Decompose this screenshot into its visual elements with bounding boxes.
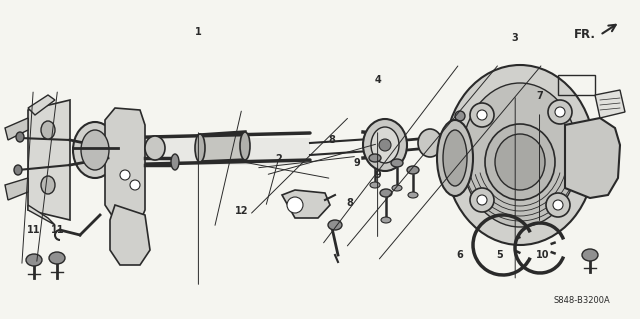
Text: 8: 8: [328, 135, 335, 145]
Text: 3: 3: [512, 33, 518, 43]
Ellipse shape: [407, 166, 419, 174]
Text: 7: 7: [536, 91, 543, 101]
FancyBboxPatch shape: [200, 135, 245, 162]
Polygon shape: [28, 95, 55, 115]
Ellipse shape: [445, 65, 595, 245]
Ellipse shape: [546, 193, 570, 217]
Ellipse shape: [455, 111, 465, 121]
Text: 1: 1: [195, 27, 202, 37]
Polygon shape: [28, 205, 55, 225]
Ellipse shape: [379, 139, 391, 151]
Ellipse shape: [462, 83, 578, 227]
Text: 4: 4: [374, 75, 381, 85]
Ellipse shape: [371, 127, 399, 163]
Ellipse shape: [130, 180, 140, 190]
Polygon shape: [565, 118, 620, 198]
Polygon shape: [282, 190, 330, 218]
Ellipse shape: [443, 130, 467, 186]
Ellipse shape: [470, 103, 494, 127]
Ellipse shape: [470, 188, 494, 212]
Ellipse shape: [381, 217, 391, 223]
Text: 9: 9: [375, 170, 381, 181]
Ellipse shape: [369, 154, 381, 162]
Ellipse shape: [380, 189, 392, 197]
Ellipse shape: [171, 154, 179, 170]
Ellipse shape: [418, 129, 442, 157]
Ellipse shape: [240, 132, 250, 160]
Ellipse shape: [555, 107, 565, 117]
Text: 8: 8: [346, 197, 353, 208]
Ellipse shape: [41, 121, 55, 139]
Text: 11: 11: [51, 225, 65, 235]
Ellipse shape: [26, 254, 42, 266]
Ellipse shape: [287, 197, 303, 213]
Text: 2: 2: [275, 154, 282, 165]
Ellipse shape: [16, 132, 24, 142]
Polygon shape: [28, 100, 70, 220]
Ellipse shape: [120, 170, 130, 180]
Text: 6: 6: [456, 250, 463, 260]
Ellipse shape: [370, 182, 380, 188]
Text: S848-B3200A: S848-B3200A: [553, 296, 610, 305]
Ellipse shape: [477, 110, 487, 120]
Polygon shape: [595, 90, 625, 118]
Ellipse shape: [548, 100, 572, 124]
Ellipse shape: [73, 122, 117, 178]
Ellipse shape: [582, 249, 598, 261]
Text: 11: 11: [26, 225, 40, 235]
Ellipse shape: [485, 124, 555, 200]
Text: 10: 10: [536, 250, 550, 260]
Polygon shape: [110, 205, 150, 265]
Ellipse shape: [49, 252, 65, 264]
Ellipse shape: [195, 134, 205, 162]
Ellipse shape: [392, 185, 402, 191]
Text: 12: 12: [235, 205, 249, 216]
Ellipse shape: [14, 165, 22, 175]
Polygon shape: [105, 108, 145, 222]
Ellipse shape: [81, 130, 109, 170]
Ellipse shape: [477, 195, 487, 205]
Ellipse shape: [363, 119, 407, 171]
Ellipse shape: [328, 220, 342, 230]
Ellipse shape: [495, 134, 545, 190]
Ellipse shape: [437, 120, 473, 196]
Text: FR.: FR.: [574, 27, 596, 41]
Ellipse shape: [553, 200, 563, 210]
Text: 9: 9: [354, 158, 360, 168]
Polygon shape: [5, 118, 28, 140]
Ellipse shape: [408, 192, 418, 198]
FancyBboxPatch shape: [110, 138, 310, 165]
Ellipse shape: [41, 176, 55, 194]
Ellipse shape: [391, 159, 403, 167]
Text: 5: 5: [496, 250, 502, 260]
Ellipse shape: [145, 136, 165, 160]
Polygon shape: [5, 178, 28, 200]
